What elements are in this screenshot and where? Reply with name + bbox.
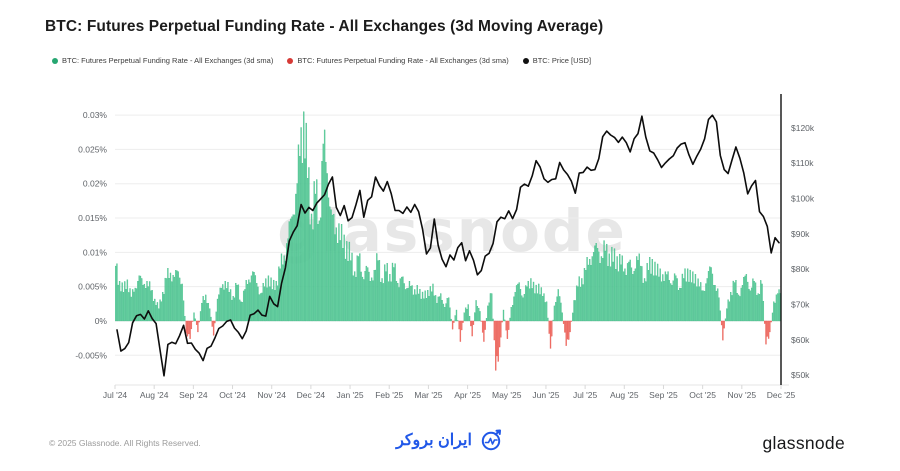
svg-text:Oct '25: Oct '25 [689, 390, 716, 400]
legend: BTC: Futures Perpetual Funding Rate - Al… [52, 56, 591, 65]
svg-text:$110k: $110k [791, 158, 814, 168]
svg-text:Jul '24: Jul '24 [103, 390, 128, 400]
funding-rate-bars[interactable] [115, 111, 781, 371]
svg-text:$60k: $60k [791, 335, 810, 345]
svg-text:0.03%: 0.03% [83, 110, 108, 120]
svg-text:$50k: $50k [791, 370, 810, 380]
iranbroker-logo-text: ایران بروکر [396, 432, 472, 449]
svg-text:Dec '25: Dec '25 [767, 390, 796, 400]
legend-item-funding-negative[interactable]: BTC: Futures Perpetual Funding Rate - Al… [287, 56, 509, 65]
svg-text:Jul '25: Jul '25 [573, 390, 598, 400]
svg-text:0.005%: 0.005% [78, 282, 107, 292]
right-axis-labels: $120k $110k $100k $90k $80k $70k $60k $50k [791, 123, 815, 380]
svg-text:Nov '25: Nov '25 [728, 390, 757, 400]
svg-text:-0.005%: -0.005% [75, 350, 107, 360]
price-line[interactable] [116, 114, 780, 377]
chart-title: BTC: Futures Perpetual Funding Rate - Al… [45, 18, 604, 35]
svg-text:Mar '25: Mar '25 [414, 390, 442, 400]
svg-text:Nov '24: Nov '24 [257, 390, 286, 400]
svg-text:0.015%: 0.015% [78, 213, 107, 223]
svg-text:$80k: $80k [791, 264, 810, 274]
svg-text:Aug '24: Aug '24 [140, 390, 169, 400]
svg-text:Feb '25: Feb '25 [375, 390, 403, 400]
legend-dot-green-icon [52, 57, 58, 64]
svg-text:Sep '25: Sep '25 [649, 390, 678, 400]
legend-dot-black-icon [522, 57, 529, 64]
glassnode-wordmark[interactable]: glassnode [762, 433, 845, 453]
legend-item-price[interactable]: BTC: Price [USD] [522, 56, 591, 65]
svg-text:0.01%: 0.01% [83, 247, 108, 257]
svg-text:0.025%: 0.025% [78, 144, 107, 154]
legend-item-funding-positive[interactable]: BTC: Futures Perpetual Funding Rate - Al… [52, 56, 273, 65]
gridlines [115, 114, 781, 356]
svg-text:Jun '25: Jun '25 [532, 390, 559, 400]
svg-text:0%: 0% [95, 316, 108, 326]
legend-dot-red-icon [287, 57, 294, 64]
svg-text:Oct '24: Oct '24 [219, 390, 246, 400]
svg-text:Aug '25: Aug '25 [610, 390, 639, 400]
x-axis-labels: Jul '24 Aug '24 Sep '24 Oct '24 Nov '24 Dec '… [103, 385, 796, 400]
copyright-text: © 2025 Glassnode. All Rights Reserved. [49, 438, 201, 448]
iranbroker-logo[interactable]: ایران بروکر [0, 427, 900, 453]
svg-text:Sep '24: Sep '24 [179, 390, 208, 400]
svg-text:$100k: $100k [791, 194, 815, 204]
svg-text:$120k: $120k [791, 123, 815, 133]
svg-text:Apr '25: Apr '25 [454, 390, 481, 400]
iranbroker-logo-icon [481, 429, 501, 451]
svg-text:$70k: $70k [791, 299, 810, 309]
svg-text:Dec '24: Dec '24 [297, 390, 326, 400]
svg-text:0.02%: 0.02% [83, 179, 108, 189]
left-axis-labels: 0.03% 0.025% 0.02% 0.015% 0.01% 0.005% 0% -0.00… [75, 110, 107, 360]
svg-text:May '25: May '25 [492, 390, 522, 400]
svg-text:Jan '25: Jan '25 [336, 390, 363, 400]
svg-text:$90k: $90k [791, 229, 810, 239]
